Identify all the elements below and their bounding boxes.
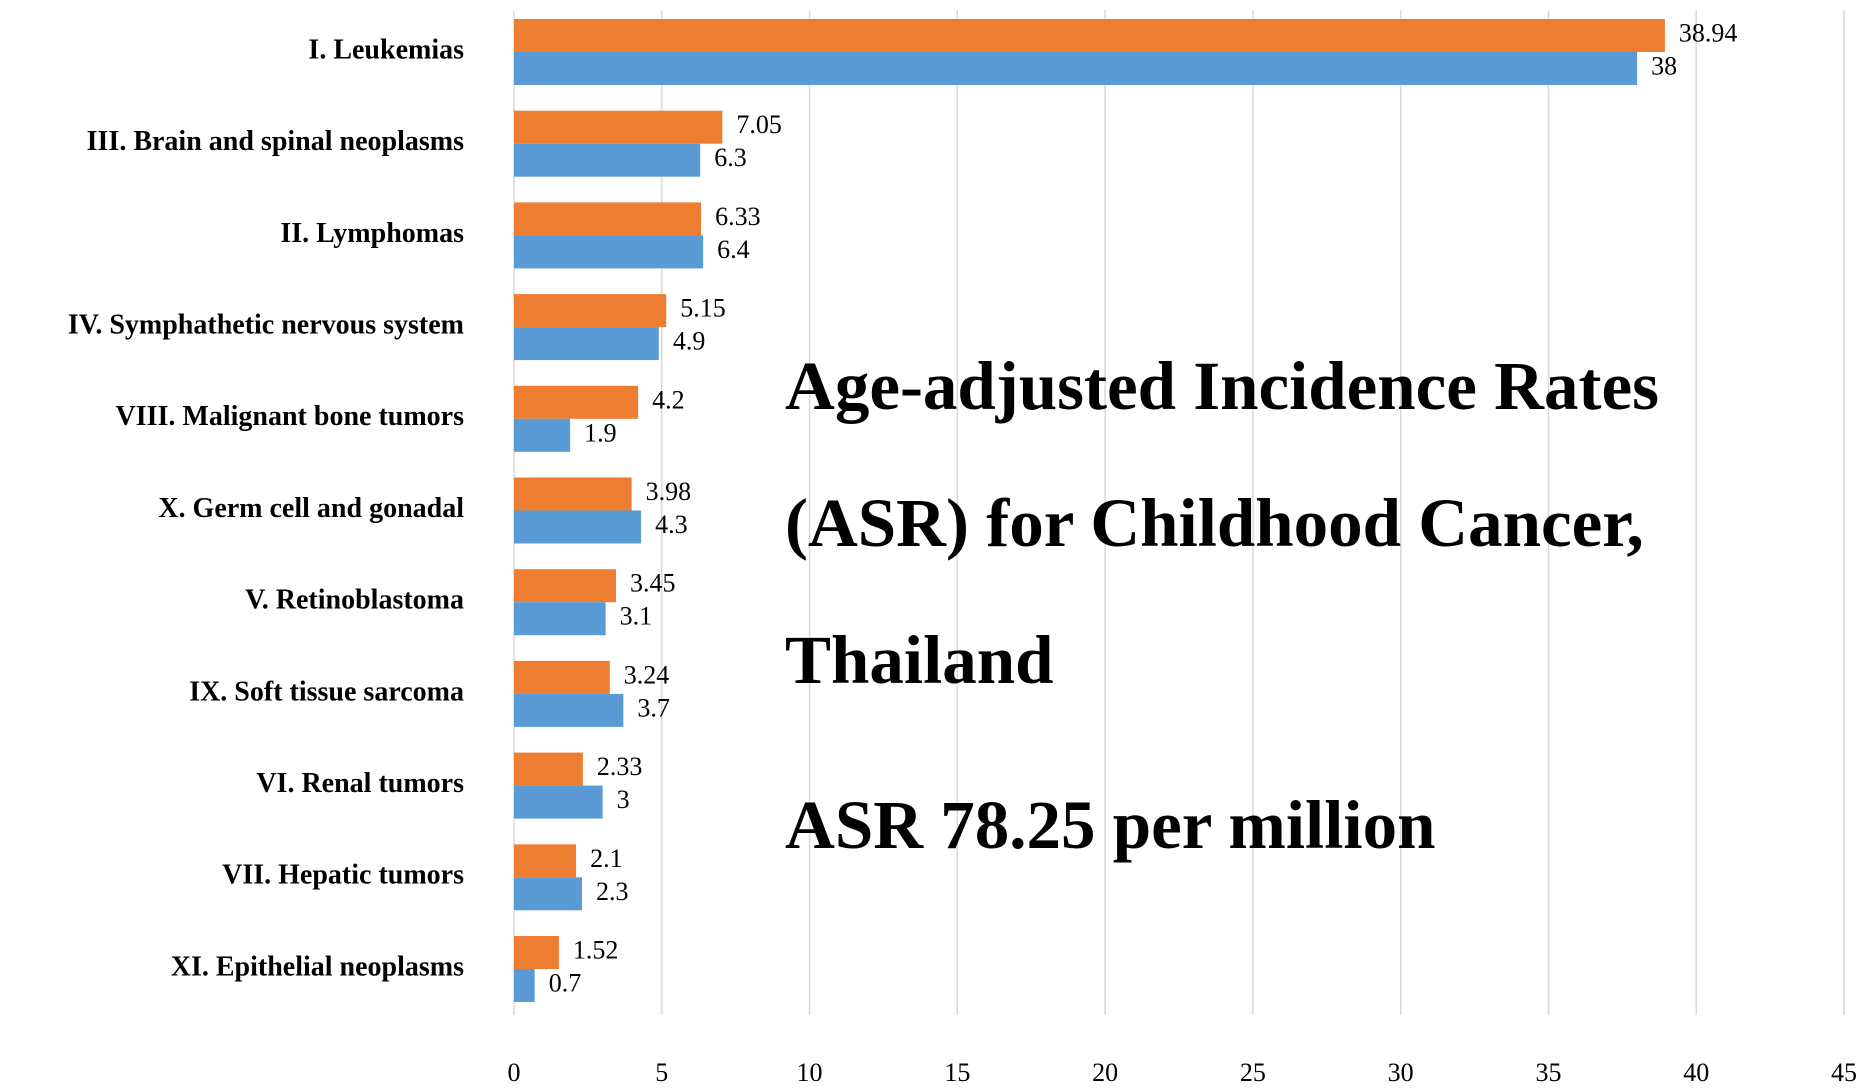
annotation: ASR 78.25 per million (785, 787, 1436, 863)
value-label: 6.4 (717, 235, 750, 264)
chart-title: Age-adjusted Incidence Rates (ASR) for C… (785, 348, 1659, 698)
bar (514, 52, 1638, 85)
x-tick-label: 10 (797, 1058, 823, 1087)
value-label: 3.45 (630, 569, 676, 598)
value-label: 38 (1651, 51, 1677, 80)
x-tick-label: 15 (944, 1058, 970, 1087)
bar (514, 569, 616, 603)
bar (514, 752, 583, 786)
value-label: 6.3 (714, 143, 747, 172)
bar (514, 327, 659, 361)
x-tick-label: 45 (1831, 1058, 1857, 1087)
y-tick-label: II. Lymphomas (280, 218, 464, 249)
bar (514, 385, 639, 419)
value-label: 1.9 (584, 418, 617, 447)
x-tick-label: 25 (1240, 1058, 1266, 1087)
value-label: 6.33 (715, 202, 761, 231)
value-label: 4.3 (655, 510, 688, 539)
value-label: 0.7 (549, 968, 582, 997)
value-label: 2.33 (597, 752, 643, 781)
x-tick-label: 20 (1092, 1058, 1118, 1087)
bar (514, 418, 571, 452)
y-tick-label: XI. Epithelial neoplasms (171, 951, 464, 982)
y-tick-label: X. Germ cell and gonadal (158, 493, 464, 524)
bar (514, 294, 667, 328)
bar (514, 602, 606, 636)
x-tick-label: 30 (1388, 1058, 1414, 1087)
bar (514, 969, 535, 1002)
value-label: 7.05 (736, 110, 782, 139)
value-label: 3.24 (624, 660, 670, 689)
x-tick-label: 35 (1535, 1058, 1561, 1087)
bar (514, 936, 559, 969)
value-label: 1.52 (573, 935, 619, 964)
bar (514, 510, 642, 544)
bar (514, 477, 632, 511)
value-label: 4.2 (652, 385, 685, 414)
bar (514, 110, 723, 144)
bar (514, 143, 701, 177)
y-tick-label: IX. Soft tissue sarcoma (189, 676, 464, 707)
value-label: 3.7 (637, 693, 670, 722)
value-label: 5.15 (680, 294, 726, 323)
y-tick-label: III. Brain and spinal neoplasms (87, 126, 464, 157)
bar (514, 202, 702, 236)
x-tick-label: 0 (508, 1058, 521, 1087)
value-label: 3 (617, 785, 630, 814)
y-tick-label: VII. Hepatic tumors (222, 860, 464, 891)
y-tick-label: VI. Renal tumors (256, 768, 464, 799)
bar (514, 844, 577, 878)
y-tick-label: VIII. Malignant bone tumors (116, 401, 465, 432)
bar (514, 785, 603, 819)
value-label: 2.3 (596, 877, 629, 906)
value-label: 38.94 (1679, 18, 1738, 47)
y-tick-label: IV. Symphathetic nervous system (68, 310, 464, 341)
bar (514, 235, 704, 269)
bar (514, 693, 624, 727)
value-label: 4.9 (673, 327, 706, 356)
value-label: 3.98 (646, 477, 692, 506)
value-label: 3.1 (620, 602, 653, 631)
y-tick-label: V. Retinoblastoma (245, 585, 464, 616)
bar (514, 877, 582, 911)
y-tick-label: I. Leukemias (308, 34, 464, 65)
value-label: 2.1 (590, 844, 623, 873)
x-tick-label: 40 (1683, 1058, 1709, 1087)
bar (514, 660, 610, 694)
bar (514, 19, 1665, 52)
x-tick-label: 5 (655, 1058, 668, 1087)
